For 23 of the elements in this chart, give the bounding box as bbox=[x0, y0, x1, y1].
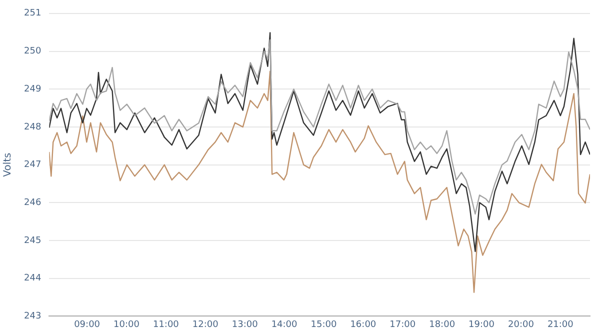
x-tick-label: 10:00 bbox=[114, 320, 140, 330]
x-tick-label: 17:00 bbox=[390, 320, 416, 330]
y-tick-label: 249 bbox=[24, 84, 42, 94]
x-tick-label: 13:00 bbox=[232, 320, 258, 330]
x-tick-label: 12:00 bbox=[192, 320, 219, 330]
x-tick-label: 11:00 bbox=[152, 320, 180, 330]
y-tick-label: 243 bbox=[24, 312, 42, 322]
x-tick-label: 15:00 bbox=[310, 320, 337, 330]
x-tick-label: 19:00 bbox=[468, 320, 495, 330]
y-tick-label: 248 bbox=[24, 122, 42, 132]
y-tick-label: 250 bbox=[24, 46, 42, 57]
x-tick-label: 09:00 bbox=[74, 320, 100, 330]
x-tick-label: 20:00 bbox=[508, 320, 534, 330]
x-tick-label: 18:00 bbox=[429, 320, 456, 330]
x-tick-label: 16:00 bbox=[350, 320, 376, 330]
y-tick-label: 246 bbox=[24, 198, 42, 208]
y-tick-label: 244 bbox=[24, 274, 42, 284]
y-tick-label: 247 bbox=[24, 160, 42, 170]
x-tick-label: 21:00 bbox=[547, 320, 574, 330]
y-axis-title: Volts bbox=[2, 152, 14, 177]
x-tick-label: 14:00 bbox=[271, 320, 298, 330]
y-tick-label: 251 bbox=[24, 8, 42, 19]
y-tick-label: 245 bbox=[24, 236, 42, 246]
